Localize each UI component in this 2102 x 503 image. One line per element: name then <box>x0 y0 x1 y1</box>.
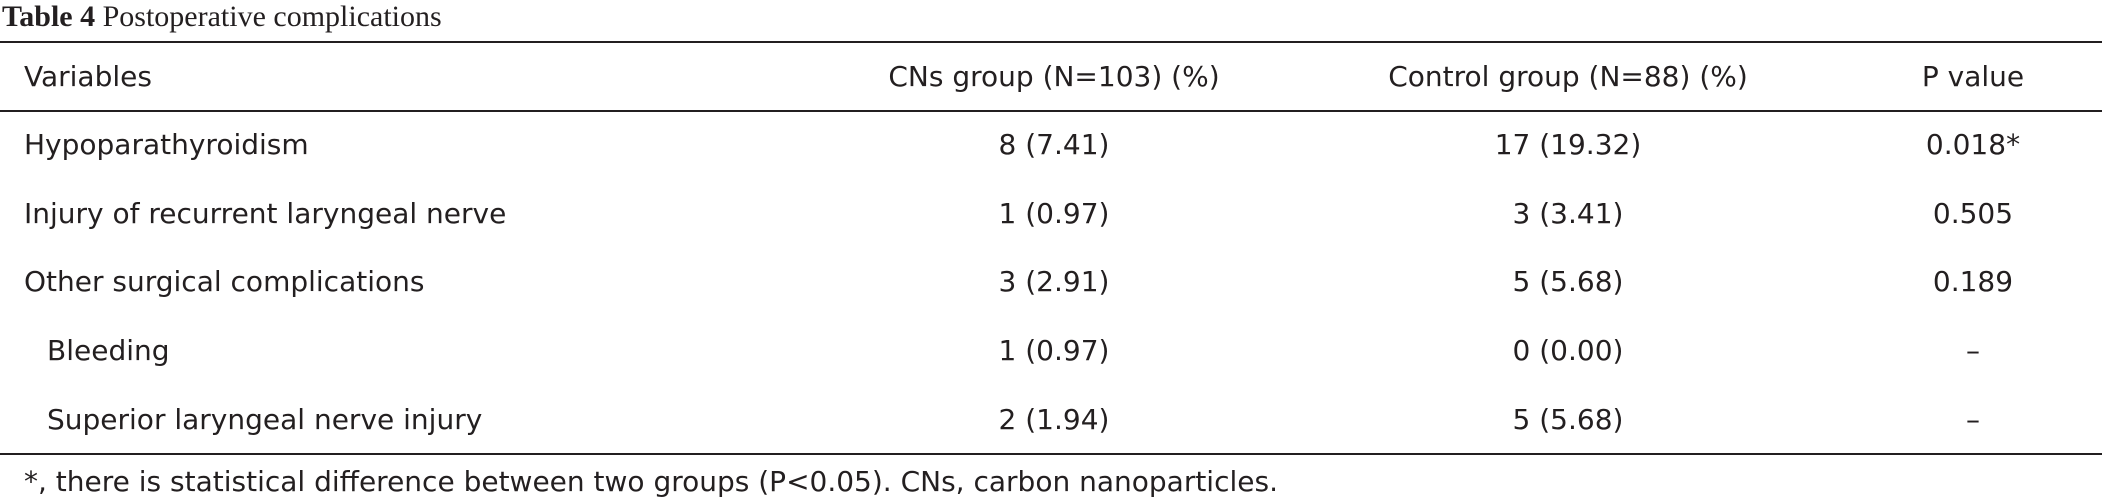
header-cell: CNs group (N=103) (%) <box>888 60 1220 93</box>
table-row: Bleeding 1 (0.97) 0 (0.00) – <box>0 317 2102 385</box>
table-row: Injury of recurrent laryngeal nerve 1 (0… <box>0 180 2102 248</box>
header-cell: P value <box>1921 60 2025 93</box>
cell: 8 (7.41) <box>998 128 1110 161</box>
table-row: Superior laryngeal nerve injury 2 (1.94)… <box>0 386 2102 454</box>
cell: 0 (0.00) <box>1512 334 1624 367</box>
cell: Injury of recurrent laryngeal nerve <box>24 197 507 230</box>
cell: 5 (5.68) <box>1512 403 1624 436</box>
table-label: Table 4 <box>2 0 96 33</box>
cell: Superior laryngeal nerve injury <box>47 403 483 436</box>
cell: 17 (19.32) <box>1494 128 1642 161</box>
table-row: Other surgical complications 3 (2.91) 5 … <box>0 248 2102 316</box>
cell: – <box>1966 403 1980 436</box>
bottom-rule <box>0 453 2102 455</box>
header-row: Variables CNs group (N=103) (%) Control … <box>0 43 2102 111</box>
top-rule <box>0 41 2102 43</box>
cell: Bleeding <box>47 334 170 367</box>
footnote: *, there is statistical difference betwe… <box>24 465 1278 498</box>
header-rule <box>0 110 2102 112</box>
cell: Hypoparathyroidism <box>24 128 309 161</box>
cell: 1 (0.97) <box>998 334 1110 367</box>
table-row: Hypoparathyroidism 8 (7.41) 17 (19.32) 0… <box>0 111 2102 179</box>
table-title: Postoperative complications <box>102 0 442 33</box>
cell: 0.189 <box>1932 265 2014 298</box>
cell: 1 (0.97) <box>998 197 1110 230</box>
table-caption: Table 4 Postoperative complications <box>2 0 442 34</box>
cell: 3 (3.41) <box>1512 197 1624 230</box>
cell: 5 (5.68) <box>1512 265 1624 298</box>
header-cell: Variables <box>24 60 152 93</box>
cell: Other surgical complications <box>24 265 425 298</box>
cell: – <box>1966 334 1980 367</box>
cell: 0.505 <box>1932 197 2014 230</box>
header-cell: Control group (N=88) (%) <box>1388 60 1748 93</box>
cell: 0.018* <box>1925 128 2021 161</box>
cell: 2 (1.94) <box>998 403 1110 436</box>
cell: 3 (2.91) <box>998 265 1110 298</box>
